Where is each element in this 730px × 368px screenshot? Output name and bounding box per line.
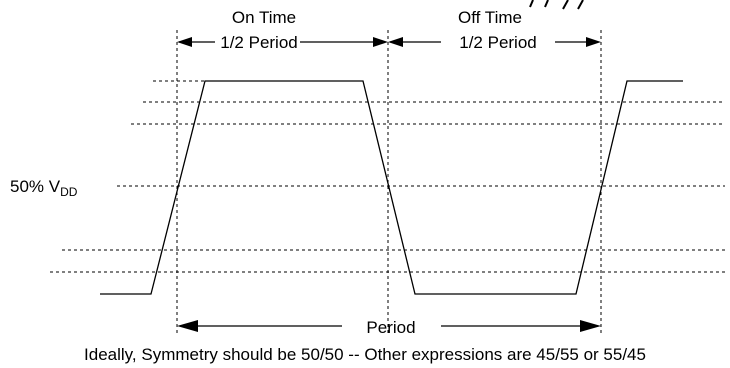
vdd-subscript: DD (60, 185, 78, 199)
half-period-label-1: 1/2 Period (220, 33, 298, 52)
on-time-label: On Time (232, 8, 296, 27)
half-period-arrows (177, 37, 601, 47)
waveform (100, 80, 683, 295)
crossing-markers (176, 30, 602, 333)
half-period-label-2: 1/2 Period (459, 33, 537, 52)
vdd-prefix: 50% V (10, 177, 61, 196)
period-label: Period (366, 318, 415, 337)
period-arrow (177, 320, 601, 332)
vdd-label: 50% VDD (10, 177, 78, 199)
off-time-label: Off Time (458, 8, 522, 27)
cropped-title-fragment (529, 0, 584, 10)
caption: Ideally, Symmetry should be 50/50 -- Oth… (84, 345, 646, 364)
